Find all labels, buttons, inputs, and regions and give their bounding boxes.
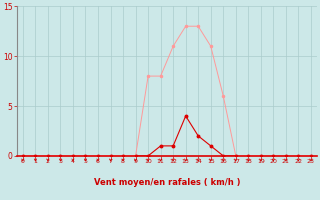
X-axis label: Vent moyen/en rafales ( km/h ): Vent moyen/en rafales ( km/h ): [94, 178, 240, 187]
